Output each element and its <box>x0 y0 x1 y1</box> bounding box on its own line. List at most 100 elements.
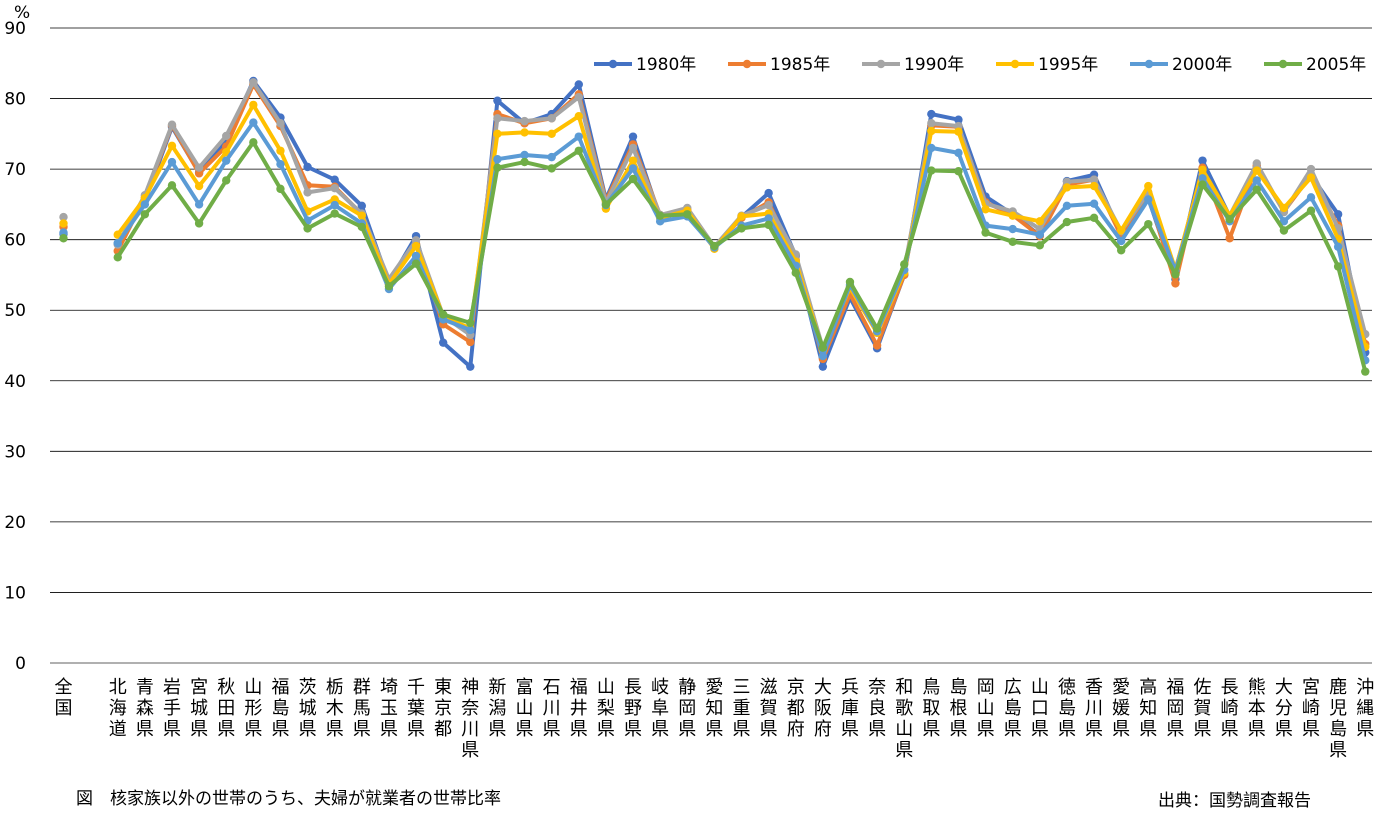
data-point <box>791 268 800 278</box>
figure-caption: 図 核家族以外の世帯のうち、夫婦が就業者の世帯比率 <box>76 789 501 809</box>
data-point <box>737 212 746 221</box>
legend-label: 2005年 <box>1306 55 1366 75</box>
x-category-label: 長崎県 <box>1221 677 1239 740</box>
data-point <box>167 141 177 151</box>
x-category-label: 石川県 <box>543 677 561 740</box>
data-point <box>520 157 529 167</box>
legend-item: 1985年 <box>728 55 830 75</box>
x-category-label: 全国 <box>55 677 73 719</box>
data-point <box>764 220 773 230</box>
data-point <box>1198 165 1207 175</box>
x-category-label: 鹿児島県 <box>1329 677 1347 761</box>
legend-item: 1995年 <box>996 55 1098 75</box>
data-point <box>140 210 150 219</box>
data-point <box>818 351 828 361</box>
data-point <box>249 78 258 87</box>
data-point <box>438 338 448 347</box>
grid-layer <box>50 27 1372 664</box>
data-point <box>954 115 963 124</box>
data-point <box>330 175 339 184</box>
data-point <box>1116 226 1126 235</box>
legend-label: 1980年 <box>636 55 696 75</box>
data-point <box>466 337 475 347</box>
x-category-label: 岐阜県 <box>651 677 669 740</box>
data-point <box>1089 181 1099 191</box>
x-category-label: 福岡県 <box>1166 677 1184 740</box>
legend-item: 1980年 <box>594 55 696 75</box>
x-category-label: 秋田県 <box>217 677 235 740</box>
data-point <box>1035 230 1045 239</box>
data-point <box>330 209 339 218</box>
x-category-label: 山口県 <box>1031 677 1049 740</box>
data-point <box>818 362 828 371</box>
data-point <box>194 181 204 191</box>
data-point <box>357 211 367 220</box>
y-unit-label: % <box>14 3 30 23</box>
x-category-label: 神奈川県 <box>461 677 479 761</box>
x-category-label: 広島県 <box>1004 677 1022 740</box>
data-point <box>574 132 583 141</box>
data-point <box>303 224 312 233</box>
data-point <box>818 343 828 352</box>
data-point <box>1008 211 1017 220</box>
legend-swatch-marker <box>1010 59 1020 69</box>
data-point <box>547 152 556 162</box>
data-point <box>466 362 475 371</box>
series-1995年 <box>59 100 1370 355</box>
data-point <box>547 164 556 173</box>
data-point <box>574 80 583 89</box>
data-point <box>167 181 177 190</box>
data-point <box>764 214 773 223</box>
x-category-label: 茨城県 <box>299 677 317 740</box>
data-point <box>1089 213 1099 222</box>
x-category-label: 三重県 <box>733 677 751 740</box>
x-category-label: 福井県 <box>570 677 588 740</box>
legend-item: 2005年 <box>1264 55 1366 75</box>
legend-swatch-marker <box>608 59 618 69</box>
data-point <box>411 251 421 261</box>
x-category-label: 栃木県 <box>326 677 344 740</box>
x-category-label: 香川県 <box>1085 677 1103 740</box>
data-point <box>764 200 773 210</box>
x-category-label: 山形県 <box>244 677 262 740</box>
data-point <box>764 188 773 198</box>
data-point <box>113 238 122 248</box>
data-point <box>981 228 990 237</box>
x-category-label: 宮崎県 <box>1302 677 1320 740</box>
data-point <box>493 129 502 139</box>
data-point <box>249 118 258 127</box>
y-tick-label: 90 <box>4 19 26 39</box>
x-category-label: 長野県 <box>624 677 642 740</box>
data-point <box>1144 219 1153 229</box>
data-point <box>249 100 258 110</box>
data-point <box>1171 270 1180 279</box>
data-point <box>1252 159 1261 168</box>
data-point <box>1089 175 1099 184</box>
x-category-label: 山梨県 <box>597 677 615 740</box>
data-point <box>927 143 936 153</box>
data-point <box>601 200 611 209</box>
data-point <box>222 156 231 165</box>
x-category-label: 徳島県 <box>1058 677 1076 740</box>
x-category-label: 北海道 <box>109 677 127 740</box>
data-point <box>167 120 177 129</box>
y-tick-label: 30 <box>4 442 26 462</box>
x-category-label: 佐賀県 <box>1194 677 1212 740</box>
data-point <box>1361 367 1370 376</box>
data-point <box>1198 156 1207 165</box>
data-point <box>493 96 502 105</box>
data-point <box>194 219 204 228</box>
data-point <box>276 184 285 194</box>
data-point <box>1089 199 1099 208</box>
y-tick-label: 80 <box>4 90 26 110</box>
legend-swatch-marker <box>1278 59 1288 69</box>
data-point <box>140 200 150 209</box>
x-category-label: 滋賀県 <box>760 677 778 740</box>
data-point <box>249 138 258 147</box>
y-tick-label: 70 <box>4 160 26 180</box>
x-category-label: 東京都 <box>434 677 452 740</box>
data-point <box>927 119 936 128</box>
data-point <box>981 205 990 214</box>
